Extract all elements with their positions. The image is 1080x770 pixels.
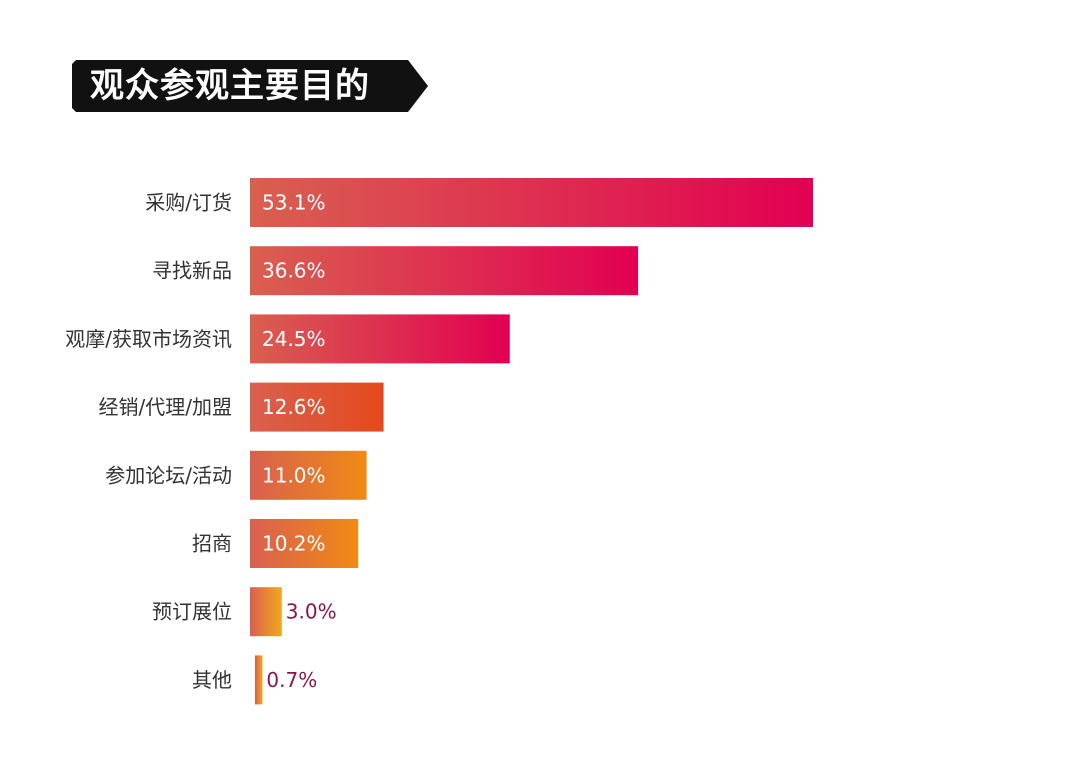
bar-4: [250, 450, 367, 500]
bar-7: [255, 655, 263, 705]
chart-title-banner: 观众参观主要目的: [72, 60, 428, 112]
category-label-7: 其他: [192, 668, 232, 692]
value-label-5: 10.2%: [262, 532, 326, 556]
bar-5: [250, 519, 359, 568]
bar-6: [250, 587, 282, 637]
category-label-1: 寻找新品: [152, 259, 232, 283]
category-label-5: 招商: [192, 532, 232, 556]
value-label-4: 11.0%: [262, 463, 326, 487]
value-label-1: 36.6%: [262, 259, 326, 283]
value-label-3: 12.6%: [262, 395, 326, 419]
value-label-6: 3.0%: [286, 600, 337, 624]
category-label-4: 参加论坛/活动: [105, 463, 232, 487]
bar-1: [250, 246, 639, 296]
value-label-7: 0.7%: [266, 668, 317, 692]
category-label-3: 经销/代理/加盟: [99, 395, 232, 419]
category-label-0: 采购/订货: [145, 191, 232, 215]
value-label-2: 24.5%: [262, 327, 326, 351]
category-label-2: 观摩/获取市场资讯: [65, 327, 232, 351]
bar-0: [250, 178, 813, 227]
bar-2: [250, 314, 510, 364]
value-label-0: 53.1%: [262, 191, 326, 215]
title-banner-shape: [72, 60, 428, 112]
category-label-6: 预订展位: [152, 600, 232, 624]
bar-3: [250, 382, 384, 432]
chart-title: 观众参观主要目的: [90, 66, 370, 106]
